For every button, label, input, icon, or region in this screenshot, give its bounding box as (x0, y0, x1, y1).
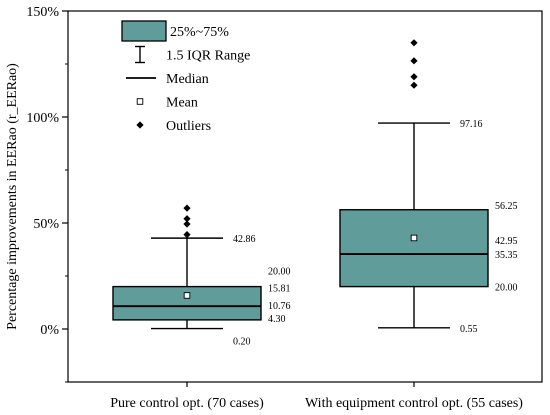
label-whisker-low: 0.20 (233, 337, 251, 348)
legend-outlier-swatch (136, 121, 144, 129)
legend-item: 25%~75% (121, 20, 229, 42)
legend-item: Median (126, 72, 209, 87)
iqr-box (112, 285, 262, 321)
legend-label: Median (166, 72, 209, 87)
label-whisker-high: 97.16 (460, 119, 483, 130)
mean-marker (183, 292, 191, 299)
label-mean: 15.81 (268, 283, 291, 294)
legend-label: 1.5 IQR Range (166, 49, 250, 64)
y-tick-label: 100% (26, 111, 59, 126)
legend-item: Mean (136, 96, 198, 111)
label-q3: 56.25 (495, 201, 518, 212)
y-tick-label: 50% (33, 217, 59, 232)
outlier-point (183, 231, 191, 239)
plot-frame (67, 10, 543, 383)
legend-box-swatch (121, 20, 167, 42)
legend-item: Outliers (136, 119, 211, 134)
label-q1: 4.30 (268, 314, 286, 325)
box-group: Pure control opt. (70 cases) 42.86 0.20 20.… (110, 204, 291, 411)
label-whisker-low: 0.55 (460, 324, 478, 335)
outlier-point (410, 81, 418, 89)
mean-marker (410, 234, 418, 242)
label-median: 10.76 (268, 301, 291, 312)
legend: 25%~75% 1.5 IQR Range Median Mean Outliers (121, 20, 250, 134)
label-mean: 42.95 (495, 236, 518, 247)
outlier-point (183, 215, 191, 223)
label-whisker-high: 42.86 (233, 234, 256, 245)
legend-mean-swatch (136, 98, 144, 105)
x-tick-label: With equipment control opt. (55 cases) (305, 396, 523, 411)
outlier-point (410, 73, 418, 81)
x-tick-label: Pure control opt. (70 cases) (110, 396, 264, 411)
legend-label: Mean (166, 96, 198, 111)
plot-area: 0% 50% 100% 150% Percentage improvements in … (5, 5, 543, 411)
y-tick-label: 150% (26, 5, 59, 20)
y-tick-label: 0% (40, 323, 59, 338)
outlier-point (183, 220, 191, 228)
label-median: 35.35 (495, 250, 518, 261)
legend-item: 1.5 IQR Range (135, 45, 250, 64)
box-group: With equipment control opt. (55 cases) 97… (305, 39, 523, 411)
iqr-box (339, 209, 489, 288)
label-q3: 20.00 (268, 267, 291, 278)
label-q1: 20.00 (495, 283, 518, 294)
legend-label: 25%~75% (170, 25, 229, 40)
y-axis-title: Percentage improvements in EERao (r_EERa… (5, 63, 20, 330)
outlier-point (410, 39, 418, 47)
outlier-point (183, 204, 191, 212)
legend-label: Outliers (166, 119, 211, 134)
outlier-point (410, 57, 418, 65)
